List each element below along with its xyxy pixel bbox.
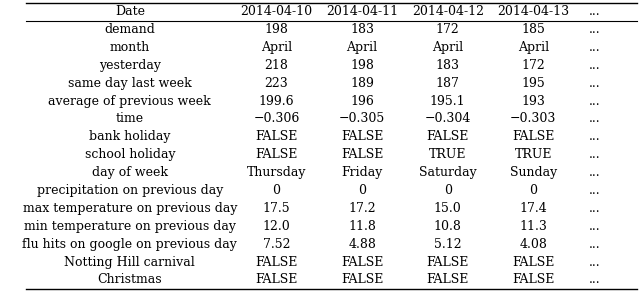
Text: FALSE: FALSE <box>512 274 554 286</box>
Text: 183: 183 <box>350 23 374 36</box>
Text: Friday: Friday <box>341 166 383 179</box>
Text: FALSE: FALSE <box>341 130 383 143</box>
Text: −0.305: −0.305 <box>339 113 385 126</box>
Text: ...: ... <box>589 113 600 126</box>
Text: Notting Hill carnival: Notting Hill carnival <box>65 255 195 268</box>
Text: ...: ... <box>589 148 600 161</box>
Text: ...: ... <box>589 41 600 54</box>
Text: month: month <box>109 41 150 54</box>
Text: 199.6: 199.6 <box>259 95 294 108</box>
Text: 172: 172 <box>436 23 460 36</box>
Text: precipitation on previous day: precipitation on previous day <box>36 184 223 197</box>
Text: max temperature on previous day: max temperature on previous day <box>22 202 237 215</box>
Text: day of week: day of week <box>92 166 168 179</box>
Text: 2014-04-12: 2014-04-12 <box>412 5 484 18</box>
Text: FALSE: FALSE <box>512 130 554 143</box>
Text: 195: 195 <box>522 77 545 90</box>
Text: 17.5: 17.5 <box>263 202 291 215</box>
Text: 195.1: 195.1 <box>430 95 465 108</box>
Text: 198: 198 <box>264 23 289 36</box>
Text: Saturday: Saturday <box>419 166 477 179</box>
Text: ...: ... <box>589 202 600 215</box>
Text: 11.8: 11.8 <box>348 220 376 233</box>
Text: 185: 185 <box>522 23 545 36</box>
Text: 15.0: 15.0 <box>434 202 461 215</box>
Text: same day last week: same day last week <box>68 77 192 90</box>
Text: April: April <box>261 41 292 54</box>
Text: Christmas: Christmas <box>97 274 162 286</box>
Text: ...: ... <box>589 5 600 18</box>
Text: Date: Date <box>115 5 145 18</box>
Text: 189: 189 <box>350 77 374 90</box>
Text: FALSE: FALSE <box>341 274 383 286</box>
Text: FALSE: FALSE <box>255 130 298 143</box>
Text: 4.88: 4.88 <box>348 238 376 251</box>
Text: time: time <box>116 113 144 126</box>
Text: ...: ... <box>589 23 600 36</box>
Text: Thursday: Thursday <box>247 166 307 179</box>
Text: 11.3: 11.3 <box>519 220 547 233</box>
Text: −0.303: −0.303 <box>510 113 557 126</box>
Text: 7.52: 7.52 <box>263 238 291 251</box>
Text: FALSE: FALSE <box>512 255 554 268</box>
Text: TRUE: TRUE <box>429 148 467 161</box>
Text: ...: ... <box>589 59 600 72</box>
Text: 193: 193 <box>522 95 545 108</box>
Text: demand: demand <box>104 23 156 36</box>
Text: ...: ... <box>589 255 600 268</box>
Text: 12.0: 12.0 <box>262 220 291 233</box>
Text: April: April <box>347 41 378 54</box>
Text: Sunday: Sunday <box>509 166 557 179</box>
Text: 172: 172 <box>522 59 545 72</box>
Text: 198: 198 <box>350 59 374 72</box>
Text: ...: ... <box>589 95 600 108</box>
Text: flu hits on google on previous day: flu hits on google on previous day <box>22 238 237 251</box>
Text: average of previous week: average of previous week <box>49 95 211 108</box>
Text: FALSE: FALSE <box>426 255 469 268</box>
Text: 218: 218 <box>264 59 289 72</box>
Text: 5.12: 5.12 <box>434 238 461 251</box>
Text: 2014-04-10: 2014-04-10 <box>241 5 312 18</box>
Text: ...: ... <box>589 166 600 179</box>
Text: 183: 183 <box>436 59 460 72</box>
Text: 196: 196 <box>350 95 374 108</box>
Text: FALSE: FALSE <box>255 274 298 286</box>
Text: 223: 223 <box>265 77 289 90</box>
Text: 10.8: 10.8 <box>434 220 461 233</box>
Text: 0: 0 <box>358 184 366 197</box>
Text: 17.2: 17.2 <box>348 202 376 215</box>
Text: FALSE: FALSE <box>341 148 383 161</box>
Text: bank holiday: bank holiday <box>89 130 171 143</box>
Text: −0.304: −0.304 <box>424 113 471 126</box>
Text: FALSE: FALSE <box>341 255 383 268</box>
Text: 0: 0 <box>273 184 280 197</box>
Text: ...: ... <box>589 77 600 90</box>
Text: ...: ... <box>589 274 600 286</box>
Text: April: April <box>432 41 463 54</box>
Text: yesterday: yesterday <box>99 59 161 72</box>
Text: TRUE: TRUE <box>515 148 552 161</box>
Text: FALSE: FALSE <box>255 255 298 268</box>
Text: FALSE: FALSE <box>426 130 469 143</box>
Text: 2014-04-13: 2014-04-13 <box>497 5 570 18</box>
Text: ...: ... <box>589 130 600 143</box>
Text: ...: ... <box>589 184 600 197</box>
Text: min temperature on previous day: min temperature on previous day <box>24 220 236 233</box>
Text: 0: 0 <box>444 184 452 197</box>
Text: ...: ... <box>589 220 600 233</box>
Text: 187: 187 <box>436 77 460 90</box>
Text: −0.306: −0.306 <box>253 113 300 126</box>
Text: 17.4: 17.4 <box>520 202 547 215</box>
Text: April: April <box>518 41 549 54</box>
Text: ...: ... <box>589 238 600 251</box>
Text: 4.08: 4.08 <box>519 238 547 251</box>
Text: FALSE: FALSE <box>426 274 469 286</box>
Text: FALSE: FALSE <box>255 148 298 161</box>
Text: 2014-04-11: 2014-04-11 <box>326 5 398 18</box>
Text: school holiday: school holiday <box>84 148 175 161</box>
Text: 0: 0 <box>529 184 538 197</box>
